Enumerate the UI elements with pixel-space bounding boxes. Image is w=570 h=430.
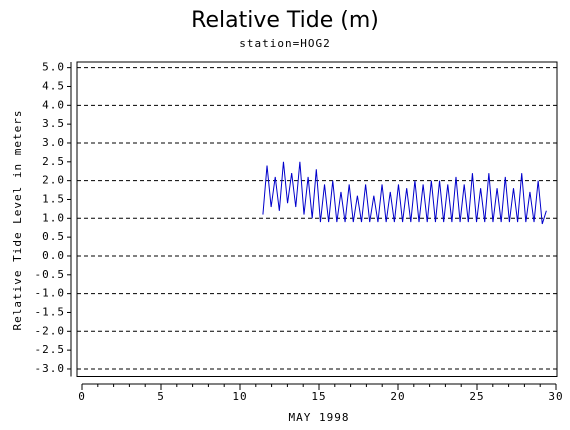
y-tick-label: 2.0 [42,174,65,187]
y-tick-label: -1.0 [35,287,66,300]
y-tick-label: 1.0 [42,211,65,224]
x-tick-label: 30 [548,390,563,403]
y-axis-label: Relative Tide Level in meters [11,109,24,330]
y-tick-label: -2.0 [35,324,66,337]
y-tick-label: 5.0 [42,61,65,74]
y-tick-label: 0.5 [42,230,65,243]
y-tick-label: -1.5 [35,305,66,318]
tide-line [262,161,547,225]
y-tick-label: 0.0 [42,249,65,262]
x-tick-label: 15 [311,390,326,403]
chart-title: Relative Tide (m) [191,8,379,33]
x-tick-label: 25 [469,390,484,403]
y-tick-label: -2.5 [35,343,66,356]
y-tick-label: -3.0 [35,362,66,375]
x-tick-label: 20 [390,390,405,403]
y-tick-label: 4.5 [42,79,65,92]
plot-frame [76,61,558,377]
y-tick-label: -0.5 [35,268,66,281]
x-tick-label: 0 [78,390,86,403]
y-tick-label: 3.5 [42,117,65,130]
x-tick-label: 5 [157,390,165,403]
y-tick-label: 1.5 [42,192,65,205]
y-tick-label: 3.0 [42,136,65,149]
y-tick-label: 4.0 [42,98,65,111]
x-tick-label: 10 [232,390,247,403]
x-axis-label: MAY 1998 [289,411,350,424]
y-tick-label: 2.5 [42,155,65,168]
chart-subtitle: station=HOG2 [239,37,330,50]
